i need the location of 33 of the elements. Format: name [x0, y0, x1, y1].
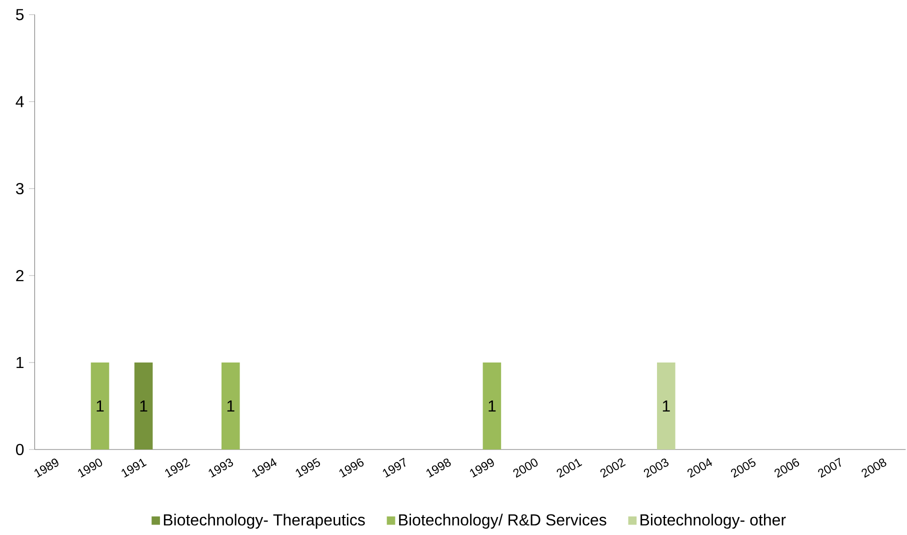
x-tick-label: 1996	[339, 458, 364, 478]
data-label: 1	[96, 400, 104, 412]
data-label: 1	[227, 400, 234, 412]
x-tick-label: 2008	[862, 458, 886, 478]
x-tick-label: 1994	[252, 458, 277, 478]
legend-label: Biotechnology- Therapeutics	[164, 514, 365, 529]
data-label: 1	[488, 400, 496, 412]
x-tick-label: 2004	[687, 458, 712, 478]
y-tick-label: 0	[16, 444, 24, 456]
x-tick-label: 1998	[426, 458, 451, 478]
x-tick-label: 1993	[208, 458, 234, 478]
x-tick-label: 1989	[34, 458, 58, 478]
legend-label: Biotechnology/ R&D Services	[399, 514, 606, 529]
x-tick-label: 2000	[513, 458, 538, 478]
x-tick-label: 2001	[556, 458, 582, 478]
x-tick-label: 2006	[774, 458, 800, 478]
y-tick-label: 5	[16, 9, 24, 20]
x-tick-label: 1995	[296, 458, 320, 478]
x-tick-label: 2005	[730, 458, 756, 478]
y-tick-label: 1	[16, 357, 24, 368]
x-tick-label: 1999	[470, 458, 494, 478]
data-label: 1	[140, 400, 148, 412]
x-tick-label: 1990	[78, 458, 102, 478]
y-tick-label: 4	[16, 96, 24, 108]
y-tick-label: 2	[16, 270, 24, 282]
x-tick-label: 2002	[600, 458, 626, 478]
x-tick-label: 1992	[165, 458, 190, 478]
legend-label: Biotechnology- other	[640, 514, 786, 529]
x-tick-label: 2003	[644, 458, 669, 478]
y-tick-label: 3	[16, 183, 24, 194]
data-label: 1	[662, 400, 670, 412]
x-tick-label: 1991	[122, 458, 147, 478]
x-tick-label: 1997	[382, 458, 406, 478]
